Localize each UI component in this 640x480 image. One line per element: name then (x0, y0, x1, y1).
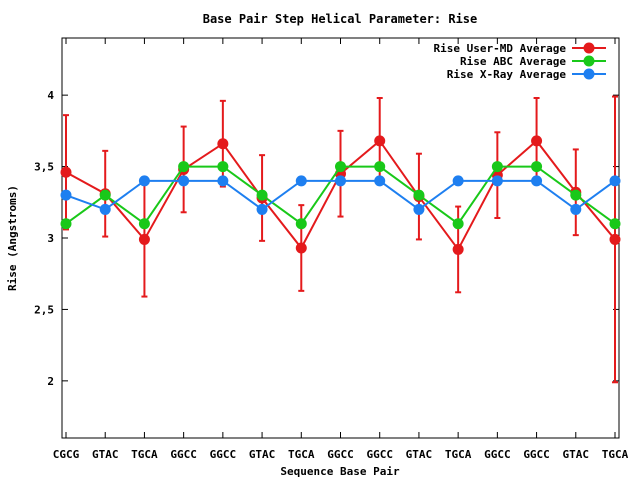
legend-label: Rise ABC Average (460, 55, 566, 68)
data-point (570, 203, 582, 215)
data-point (217, 175, 229, 187)
x-tick-label: GTAC (249, 448, 276, 461)
data-point (452, 243, 464, 255)
x-tick-label: GGCC (366, 448, 393, 461)
data-point (138, 218, 150, 230)
data-point (413, 189, 425, 201)
x-tick-label: GTAC (406, 448, 433, 461)
data-point (335, 161, 346, 173)
data-point (217, 161, 229, 173)
data-point (374, 175, 386, 187)
series-3 (60, 175, 621, 215)
legend-label: Rise User-MD Average (434, 42, 567, 55)
data-point (609, 233, 621, 245)
data-point (374, 135, 386, 147)
data-point (609, 218, 621, 230)
data-point (138, 233, 150, 245)
chart-title: Base Pair Step Helical Parameter: Rise (203, 12, 478, 26)
data-point (452, 175, 464, 187)
x-tick-label: GTAC (92, 448, 119, 461)
y-tick-label: 4 (47, 89, 54, 102)
x-tick-label: GGCC (523, 448, 550, 461)
x-tick-label: TGCA (288, 448, 315, 461)
data-point (60, 166, 72, 178)
series-layer (60, 95, 621, 384)
data-point (295, 242, 307, 254)
axis-ticks: 2 2,5 3 3,5 4 CGCG GTAC TGCA GGCC GGCC GTAC TGCA GGC… (34, 38, 629, 461)
series-2 (60, 161, 621, 230)
data-point (178, 175, 190, 187)
data-point (60, 189, 72, 201)
data-point (531, 175, 543, 187)
data-point (413, 203, 425, 215)
data-point (295, 175, 307, 187)
y-tick-label: 2 (47, 375, 54, 388)
x-tick-label: TGCA (602, 448, 629, 461)
x-tick-label: GGCC (210, 448, 237, 461)
data-point (60, 218, 72, 230)
x-tick-label: TGCA (131, 448, 158, 461)
data-point (335, 175, 346, 187)
y-tick-label: 2,5 (34, 303, 54, 316)
data-point (99, 203, 111, 215)
data-point (531, 135, 543, 147)
y-tick-label: 3 (47, 232, 54, 245)
x-tick-label: GGCC (327, 448, 354, 461)
x-tick-label: TGCA (445, 448, 472, 461)
data-point (178, 161, 190, 173)
legend-marker (583, 68, 595, 80)
data-point (99, 189, 111, 201)
data-point (217, 138, 229, 150)
legend-marker (583, 55, 595, 67)
x-tick-label: CGCG (53, 448, 80, 461)
data-point (609, 175, 621, 187)
x-tick-label: GGCC (484, 448, 511, 461)
data-point (491, 175, 503, 187)
x-tick-label: GGCC (170, 448, 197, 461)
series-1 (60, 95, 621, 384)
y-tick-label: 3,5 (34, 161, 54, 174)
data-point (531, 161, 543, 173)
data-point (570, 189, 582, 201)
legend-marker (583, 42, 595, 54)
data-point (491, 161, 503, 173)
data-point (374, 161, 386, 173)
data-point (452, 218, 464, 230)
data-point (256, 189, 268, 201)
data-point (295, 218, 307, 230)
legend-label: Rise X-Ray Average (447, 68, 567, 81)
x-axis-label: Sequence Base Pair (280, 465, 400, 478)
y-axis-label: Rise (Angstroms) (6, 185, 19, 291)
x-tick-label: GTAC (563, 448, 590, 461)
data-point (256, 203, 268, 215)
data-point (138, 175, 150, 187)
